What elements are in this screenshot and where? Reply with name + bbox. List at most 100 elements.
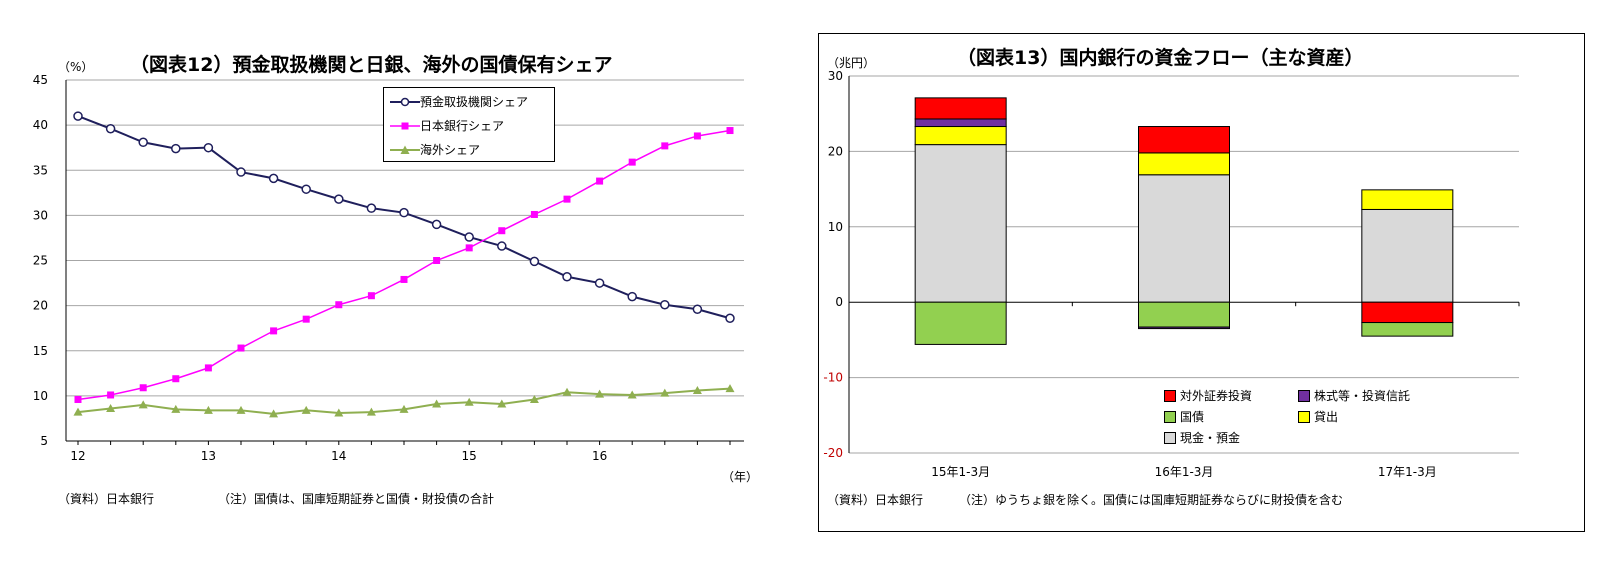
x-tick-label: 17年1-3月 bbox=[1378, 465, 1437, 479]
legend-item-loans: 貸出 bbox=[1298, 408, 1338, 425]
y-tick-label: 0 bbox=[835, 295, 843, 309]
data-point bbox=[203, 142, 214, 153]
line-chart-panel: （図表12）預金取扱機関と日銀、海外の国債保有シェア （%） 5 10 15 20 25… bbox=[0, 0, 800, 564]
data-point bbox=[139, 384, 147, 392]
data-point bbox=[270, 327, 278, 335]
y-tick-label: 5 bbox=[40, 434, 48, 448]
data-point bbox=[203, 405, 213, 414]
legend-label: 海外シェア bbox=[420, 143, 481, 157]
data-point bbox=[105, 123, 116, 134]
data-point bbox=[334, 194, 344, 204]
bar-segment bbox=[914, 301, 1007, 345]
x-tick-label: 16 bbox=[592, 449, 607, 463]
line-chart: 5 10 15 20 25 30 35 40 45 12 13 14 15 16 bbox=[33, 73, 744, 463]
y-tick-label: -10 bbox=[823, 371, 843, 385]
y-tick-label: 40 bbox=[33, 118, 48, 132]
y-tick-label: 25 bbox=[33, 254, 48, 268]
data-point bbox=[74, 395, 82, 403]
data-point bbox=[171, 404, 181, 413]
x-tick-label: 15 bbox=[462, 449, 477, 463]
data-point bbox=[529, 394, 539, 403]
y-tick-label: 10 bbox=[33, 389, 48, 403]
data-point bbox=[660, 388, 670, 397]
legend-swatch bbox=[1164, 410, 1176, 423]
bar-chart-panel: （図表13）国内銀行の資金フロー（主な資産） （兆円） -20 -10 0 10 20 3… bbox=[818, 33, 1585, 532]
data-point bbox=[431, 219, 442, 230]
data-point bbox=[366, 407, 376, 416]
legend-swatch bbox=[1164, 431, 1176, 444]
data-point bbox=[627, 390, 637, 399]
data-point bbox=[433, 257, 441, 264]
data-point bbox=[107, 391, 115, 399]
legend: 対外証券投資 株式等・投資信託 国債 貸出 現金・預金 bbox=[1159, 385, 1428, 451]
legend-label: 預金取扱機関シェア bbox=[420, 95, 529, 109]
chart-title: （図表12）預金取扱機関と日銀、海外の国債保有シェア bbox=[130, 54, 613, 76]
data-point bbox=[562, 271, 572, 282]
data-point bbox=[464, 232, 474, 242]
footnote: （注）ゆうちょ銀を除く。国債には国庫短期証券ならびに財投債を含む bbox=[959, 493, 1344, 507]
data-point bbox=[106, 404, 116, 413]
data-point bbox=[301, 184, 311, 194]
data-point bbox=[432, 399, 442, 408]
y-axis-unit: （兆円） bbox=[827, 56, 876, 70]
data-point bbox=[497, 241, 507, 251]
data-point bbox=[725, 384, 735, 393]
data-point bbox=[627, 291, 637, 302]
legend-item-stocks: 株式等・投資信託 bbox=[1298, 387, 1410, 404]
legend-label: 国債 bbox=[1180, 410, 1205, 424]
y-tick-label: 20 bbox=[828, 144, 843, 158]
source-note: （資料）日本銀行 bbox=[827, 493, 924, 507]
data-point bbox=[334, 408, 344, 417]
bar-segment bbox=[1361, 189, 1454, 210]
legend-label: 貸出 bbox=[1314, 410, 1339, 424]
x-tick-label: 15年1-3月 bbox=[931, 465, 990, 479]
data-point bbox=[497, 399, 507, 408]
bar-segment bbox=[1138, 326, 1230, 330]
bar-segment bbox=[1138, 174, 1230, 303]
bar-segment bbox=[914, 97, 1007, 120]
bar-segment bbox=[914, 118, 1007, 128]
bar-segment bbox=[1138, 301, 1230, 328]
data-point bbox=[204, 364, 212, 372]
series-line bbox=[77, 129, 731, 401]
data-point bbox=[237, 344, 245, 352]
bar-segment bbox=[1361, 208, 1454, 303]
data-point bbox=[661, 142, 669, 150]
data-point bbox=[726, 127, 734, 135]
legend-swatch bbox=[1298, 410, 1310, 423]
y-tick-label: 35 bbox=[33, 163, 48, 177]
legend-item-cash: 現金・預金 bbox=[1164, 429, 1240, 446]
data-point bbox=[269, 409, 279, 418]
x-axis-unit: （年） bbox=[722, 470, 759, 484]
data-point bbox=[367, 292, 375, 300]
y-tick-label: 20 bbox=[33, 299, 48, 313]
data-point bbox=[596, 177, 604, 185]
source-note: （資料）日本銀行 bbox=[58, 492, 155, 506]
legend-label: 株式等・投資信託 bbox=[1314, 389, 1411, 403]
data-point bbox=[563, 195, 571, 203]
data-point bbox=[399, 404, 409, 413]
y-tick-label: 15 bbox=[33, 344, 48, 358]
data-point bbox=[366, 203, 377, 213]
data-point bbox=[138, 137, 148, 148]
legend-swatch bbox=[1164, 389, 1176, 402]
x-tick-label: 13 bbox=[201, 449, 216, 463]
legend-item-deposit: 預金取扱機関シェア bbox=[390, 93, 528, 110]
y-tick-label: 45 bbox=[33, 73, 48, 87]
bar-segment bbox=[1138, 126, 1230, 154]
bar-segment bbox=[1361, 322, 1454, 337]
chart-title: （図表13）国内銀行の資金フロー（主な資産） bbox=[957, 47, 1364, 69]
x-tick-label: 16年1-3月 bbox=[1155, 465, 1214, 479]
legend: 預金取扱機関シェア 日本銀行シェア 海外シェア bbox=[383, 87, 555, 162]
legend-label: 日本銀行シェア bbox=[420, 119, 505, 133]
data-point bbox=[73, 111, 83, 121]
data-point bbox=[594, 278, 605, 288]
data-point bbox=[595, 389, 605, 398]
data-point bbox=[530, 210, 538, 218]
bar-segment bbox=[914, 144, 1007, 303]
data-point bbox=[725, 313, 735, 324]
data-point bbox=[400, 275, 408, 283]
data-point bbox=[236, 405, 246, 414]
data-point bbox=[399, 207, 409, 218]
data-point bbox=[335, 301, 343, 309]
